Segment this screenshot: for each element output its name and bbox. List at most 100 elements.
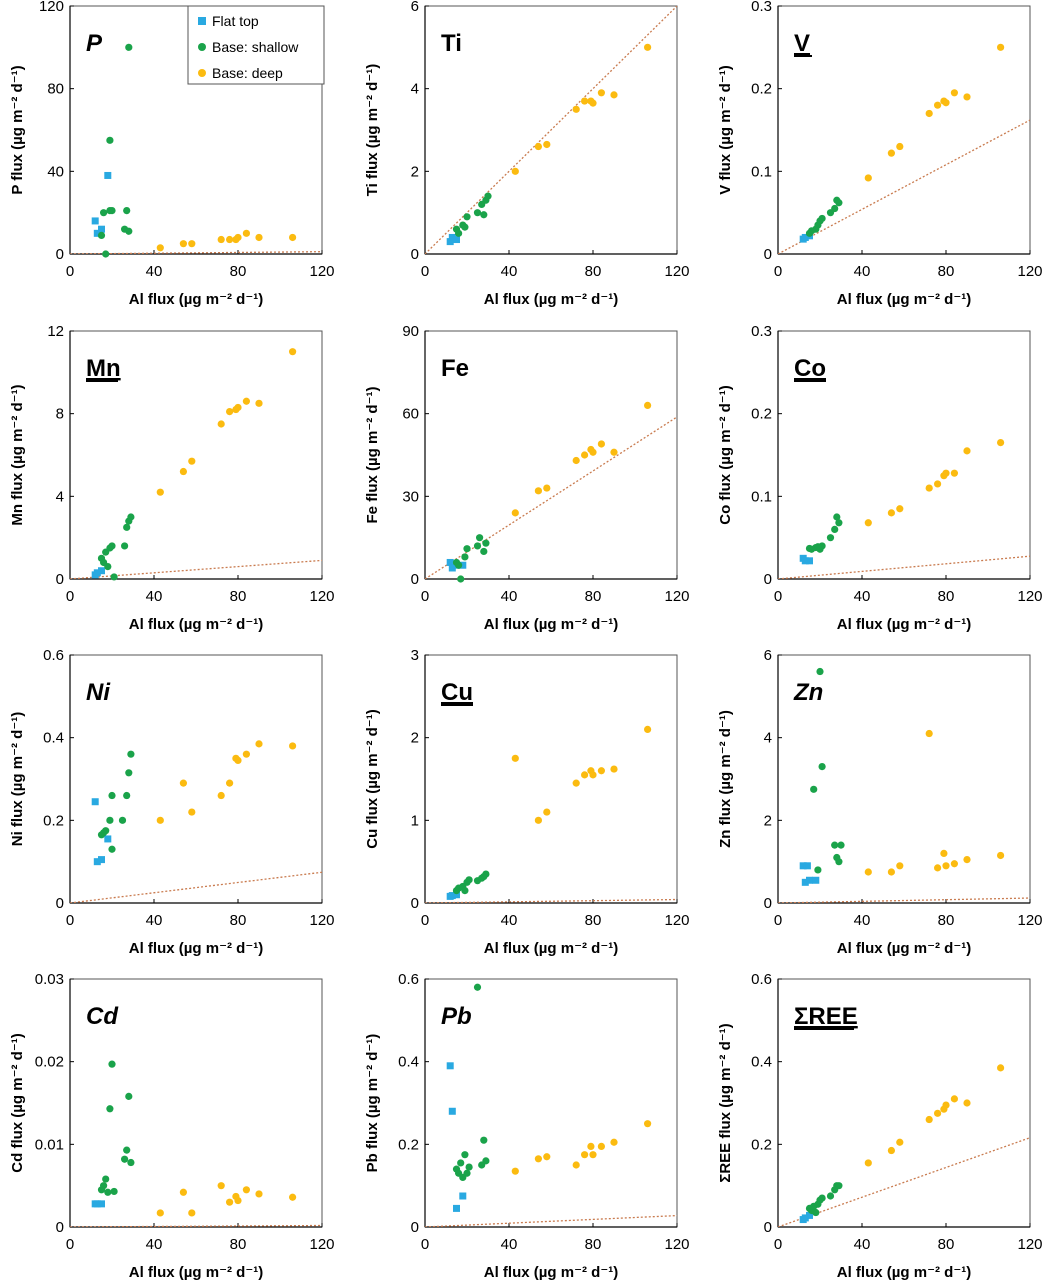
- data-point-base-deep: [534, 487, 543, 495]
- data-point-base-shallow: [97, 231, 106, 239]
- data-point-base-deep: [156, 816, 164, 824]
- data-point-flat-top: [459, 561, 467, 569]
- x-axis-label: Al flux (µg m⁻² d⁻¹): [837, 940, 971, 957]
- crustal-ratio-line: [778, 555, 1030, 579]
- y-tick-label: 0.2: [751, 406, 772, 423]
- x-tick-label: 0: [774, 263, 782, 280]
- data-point-base-deep: [217, 791, 225, 800]
- y-tick-label: 0: [56, 895, 64, 912]
- x-tick-label: 0: [66, 1236, 74, 1253]
- x-tick-label: 40: [854, 588, 871, 605]
- data-point-base-shallow: [123, 207, 131, 215]
- data-point-base-deep: [255, 233, 263, 242]
- data-point-base-shallow: [108, 845, 116, 853]
- x-axis-label: Al flux (µg m⁻² d⁻¹): [837, 291, 971, 308]
- data-point-base-shallow: [476, 534, 484, 542]
- data-point-base-deep: [942, 99, 950, 107]
- data-point-base-deep: [597, 767, 606, 775]
- data-point-base-deep: [925, 484, 933, 492]
- x-tick-label: 40: [501, 263, 518, 280]
- data-point-base-deep: [644, 725, 652, 734]
- x-tick-label: 0: [421, 588, 429, 605]
- y-tick-label: 40: [47, 163, 64, 180]
- data-point-base-deep: [644, 43, 652, 51]
- data-point-base-deep: [289, 348, 297, 356]
- y-axis-label: Cu flux (µg m⁻² d⁻¹): [364, 709, 381, 848]
- data-point-base-deep: [597, 1142, 606, 1150]
- data-point-base-shallow: [812, 1208, 820, 1217]
- data-point-flat-top: [459, 1192, 467, 1200]
- data-point-base-shallow: [473, 209, 482, 217]
- data-point-base-shallow: [100, 1182, 108, 1190]
- y-tick-label: 8: [56, 406, 64, 423]
- y-tick-label: 30: [402, 488, 419, 505]
- data-point-base-deep: [864, 868, 872, 876]
- data-point-base-shallow: [831, 204, 839, 213]
- data-point-base-deep: [217, 235, 225, 244]
- data-point-flat-top: [98, 225, 105, 233]
- data-point-base-deep: [864, 1159, 872, 1167]
- data-point-base-deep: [942, 469, 950, 477]
- y-axis-label: Mn flux (µg m⁻² d⁻¹): [9, 384, 26, 525]
- y-tick-label: 2: [411, 730, 419, 747]
- data-point-base-shallow: [482, 870, 490, 878]
- data-point-base-deep: [188, 240, 196, 248]
- data-point-base-deep: [589, 448, 597, 456]
- data-point-base-deep: [589, 99, 597, 107]
- data-point-flat-top: [448, 233, 456, 241]
- data-point-base-deep: [896, 505, 904, 513]
- legend-marker-flat-top: [198, 17, 206, 25]
- plot-frame: [777, 5, 1031, 255]
- data-point-flat-top: [93, 229, 101, 237]
- data-point-base-deep: [511, 1167, 519, 1175]
- data-point-base-deep: [610, 765, 618, 773]
- legend-label: Flat top: [212, 13, 259, 29]
- data-point-base-shallow: [480, 1136, 488, 1144]
- y-tick-label: 0.6: [398, 971, 419, 988]
- x-tick-label: 40: [146, 1236, 163, 1253]
- data-point-flat-top: [448, 1107, 456, 1115]
- crustal-ratio-line: [425, 1214, 677, 1227]
- y-axis-label: V flux (µg m⁻² d⁻¹): [717, 65, 734, 194]
- data-point-base-deep: [534, 1155, 543, 1163]
- data-point-base-shallow: [102, 250, 110, 258]
- data-point-flat-top: [446, 238, 454, 246]
- data-point-flat-top: [801, 1214, 809, 1222]
- x-tick-label: 80: [585, 263, 602, 280]
- data-point-base-deep: [188, 1209, 196, 1217]
- data-point-base-deep: [934, 864, 942, 872]
- data-point-base-deep: [896, 862, 904, 870]
- data-point-base-shallow: [465, 876, 473, 884]
- data-point-base-deep: [543, 484, 551, 492]
- y-axis-label: P flux (µg m⁻² d⁻¹): [9, 65, 26, 194]
- y-tick-label: 0: [411, 1219, 419, 1236]
- data-point-base-shallow: [818, 214, 826, 223]
- data-point-flat-top: [446, 558, 454, 566]
- y-tick-label: 0: [764, 895, 772, 912]
- data-point-base-deep: [934, 480, 942, 488]
- y-tick-label: 0.6: [43, 647, 64, 664]
- y-tick-label: 0: [56, 246, 64, 263]
- x-axis-label: Al flux (µg m⁻² d⁻¹): [129, 616, 263, 633]
- data-point-base-shallow: [818, 1194, 826, 1202]
- x-tick-label: 40: [501, 1236, 518, 1253]
- y-axis-label: Co flux (µg m⁻² d⁻¹): [717, 385, 734, 524]
- panel-ni: 0 40 80 120 0 0.2 0.4 0.6 Al flux (µg m⁻² d⁻¹) Ni…: [9, 647, 335, 957]
- data-point-base-shallow: [108, 207, 116, 215]
- data-point-base-deep: [226, 779, 234, 787]
- data-point-base-deep: [581, 1151, 589, 1159]
- data-point-flat-top: [806, 1211, 813, 1219]
- x-tick-label: 80: [585, 588, 602, 605]
- data-point-base-shallow: [457, 575, 465, 583]
- y-tick-label: 0.3: [751, 323, 772, 340]
- y-tick-label: 0: [764, 1219, 772, 1236]
- data-point-base-deep: [188, 457, 196, 465]
- data-point-base-deep: [997, 439, 1005, 447]
- x-tick-label: 80: [938, 912, 955, 929]
- legend-marker-base-shallow: [198, 43, 206, 51]
- x-tick-label: 120: [664, 588, 689, 605]
- data-point-base-shallow: [104, 1188, 112, 1196]
- panel-title: Cu: [441, 679, 473, 706]
- y-tick-label: 0: [764, 246, 772, 263]
- y-axis-label: Ti flux (µg m⁻² d⁻¹): [364, 64, 381, 197]
